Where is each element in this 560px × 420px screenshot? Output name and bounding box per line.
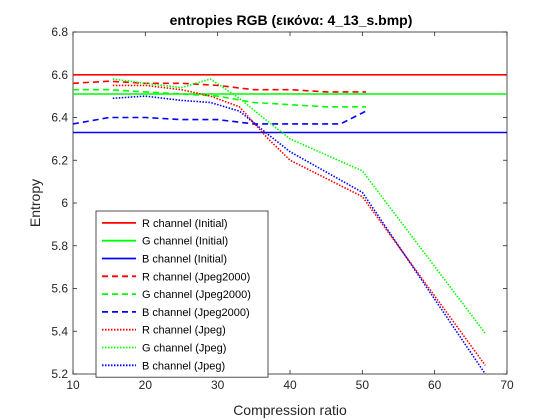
y-axis-label: Entropy xyxy=(27,179,43,227)
y-tick-label: 6.8 xyxy=(51,25,68,39)
legend-label: G channel (Jpeg2000) xyxy=(142,289,251,301)
y-tick-label: 6.2 xyxy=(51,153,68,167)
legend-label: B channel (Jpeg) xyxy=(142,360,225,372)
legend-label: G channel (Jpeg) xyxy=(142,343,226,355)
x-tick-label: 30 xyxy=(211,378,225,392)
series-line-5 xyxy=(73,88,366,108)
y-tick-label: 5.4 xyxy=(51,324,68,338)
series-line-4 xyxy=(73,80,366,93)
series-line-7 xyxy=(112,84,486,366)
x-tick-label: 20 xyxy=(139,378,153,392)
legend-label: R channel (Jpeg) xyxy=(142,325,226,337)
x-axis-label: Compression ratio xyxy=(233,402,347,418)
legend-label: B channel (Initial) xyxy=(142,254,227,266)
y-tick-label: 6.6 xyxy=(51,68,68,82)
y-tick-label: 5.2 xyxy=(51,367,68,381)
y-tick-label: 6.4 xyxy=(51,111,68,125)
y-tick-label: 5.8 xyxy=(51,239,68,253)
x-tick-label: 40 xyxy=(283,378,297,392)
y-tick-label: 5.6 xyxy=(51,282,68,296)
x-tick-label: 50 xyxy=(356,378,370,392)
x-tick-label: 60 xyxy=(428,378,442,392)
chart-title: entropies RGB (εικόνα: 4_13_s.bmp) xyxy=(170,12,413,28)
legend-label: R channel (Initial) xyxy=(142,218,228,230)
x-tick-label: 70 xyxy=(500,378,514,392)
legend-label: B channel (Jpeg2000) xyxy=(142,307,250,319)
series-line-6 xyxy=(73,110,367,125)
plot-area: 10 20 30 40 50 60 70 5.2 5.4 5.6 5.8 6 6.2 6.4 6.6 6.8 R… xyxy=(51,25,514,392)
legend-label: R channel (Jpeg2000) xyxy=(142,271,250,283)
legend-label: G channel (Initial) xyxy=(142,236,228,248)
x-tick-label: 10 xyxy=(66,378,80,392)
y-tick-label: 6 xyxy=(61,196,68,210)
